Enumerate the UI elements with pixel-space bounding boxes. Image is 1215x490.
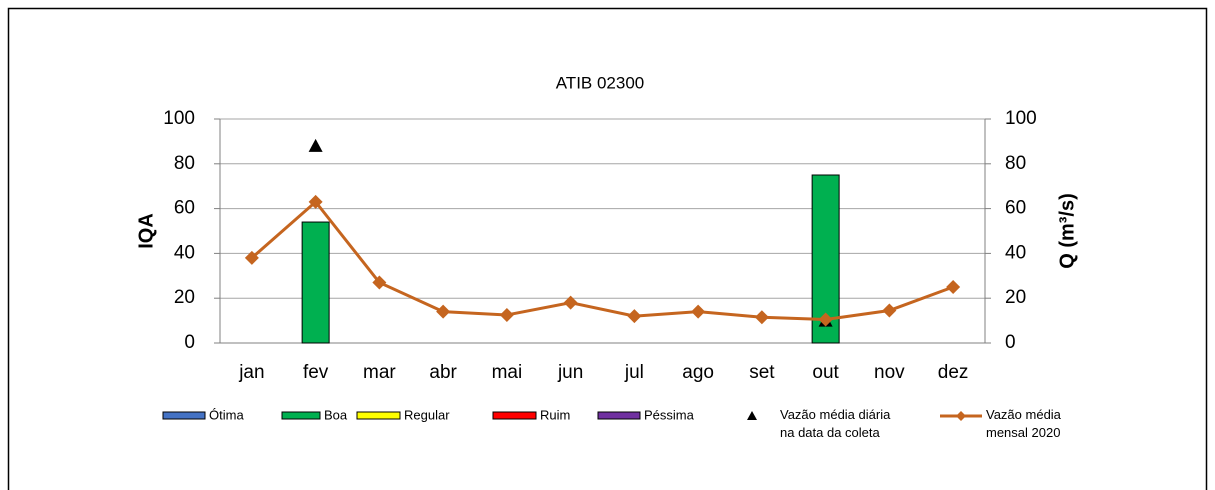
y-axis-label: IQA bbox=[135, 213, 157, 249]
diamond-marker bbox=[818, 312, 833, 327]
diamond-marker bbox=[627, 309, 642, 324]
chart-title: ATIB 02300 bbox=[556, 73, 645, 92]
legend-label: Péssima bbox=[644, 407, 695, 422]
legend-label: Boa bbox=[324, 407, 348, 422]
x-tick-label: jul bbox=[624, 362, 644, 383]
bar bbox=[301, 221, 330, 344]
diamond-marker bbox=[691, 304, 706, 319]
y-tick-label: 0 bbox=[184, 332, 195, 353]
diamond-marker bbox=[308, 194, 323, 209]
legend-label: Ótima bbox=[209, 407, 244, 422]
y2-tick-label: 40 bbox=[1005, 242, 1026, 263]
x-tick-label: fev bbox=[303, 362, 329, 383]
x-tick-label: dez bbox=[938, 362, 969, 383]
y2-tick-label: 100 bbox=[1005, 108, 1037, 129]
legend-label: Ruim bbox=[540, 407, 570, 422]
legend-label: Vazão média diária na data da coleta bbox=[780, 407, 891, 440]
x-tick-label: jan bbox=[238, 362, 264, 383]
frame bbox=[7, 7, 1208, 490]
legend-swatch bbox=[956, 411, 966, 421]
x-tick-label: abr bbox=[429, 362, 457, 383]
legend-label: Vazão média mensal 2020 bbox=[986, 407, 1062, 440]
legend-swatch bbox=[162, 411, 206, 420]
legend-swatch bbox=[597, 411, 641, 420]
x-tick-label: mar bbox=[363, 362, 396, 383]
diamond-marker bbox=[754, 310, 769, 325]
x-tick-label: jun bbox=[557, 362, 583, 383]
line bbox=[250, 199, 954, 321]
legend-swatch bbox=[356, 411, 401, 420]
diamond-marker bbox=[372, 275, 387, 290]
y-tick-label: 100 bbox=[163, 108, 195, 129]
x-tick-label: nov bbox=[874, 362, 905, 383]
y2-tick-label: 0 bbox=[1005, 332, 1016, 353]
x-tick-label: set bbox=[749, 362, 775, 383]
x-tick-label: out bbox=[812, 362, 839, 383]
y-tick-label: 40 bbox=[174, 242, 195, 263]
legend-swatch bbox=[492, 411, 537, 420]
legend-swatch bbox=[747, 411, 757, 420]
diamond-marker bbox=[244, 250, 259, 265]
y-tick-label: 60 bbox=[174, 198, 195, 219]
y-tick-label: 80 bbox=[174, 153, 195, 174]
triangle-marker bbox=[308, 138, 323, 152]
diamond-marker bbox=[436, 304, 451, 319]
diamond-marker bbox=[946, 280, 961, 294]
diamond-marker bbox=[563, 295, 578, 310]
x-tick-label: ago bbox=[682, 362, 714, 383]
y2-tick-label: 60 bbox=[1005, 198, 1026, 219]
y2-tick-label: 20 bbox=[1005, 287, 1026, 308]
diamond-marker bbox=[882, 303, 897, 318]
x-tick-label: mai bbox=[492, 362, 523, 383]
y2-axis-label: Q (m³/s) bbox=[1056, 193, 1078, 269]
y-tick-label: 20 bbox=[174, 287, 195, 308]
y2-tick-label: 80 bbox=[1005, 153, 1026, 174]
legend-label: Regular bbox=[404, 407, 450, 422]
diamond-marker bbox=[499, 308, 514, 322]
legend-swatch bbox=[281, 411, 321, 420]
